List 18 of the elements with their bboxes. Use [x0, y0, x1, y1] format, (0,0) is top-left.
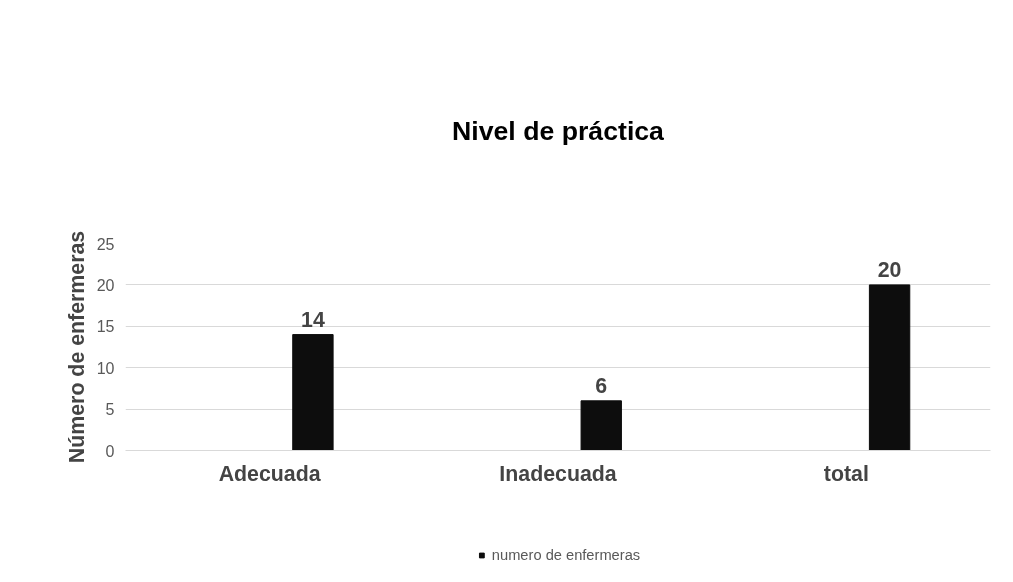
- y-tick-label: 0: [105, 442, 115, 460]
- y-tick-label: 25: [96, 235, 115, 253]
- data-label: 20: [877, 257, 902, 282]
- x-tick-label: total: [823, 461, 869, 486]
- legend-label: numero de enfermeras: [491, 547, 641, 563]
- y-tick-label: 15: [96, 318, 115, 336]
- bar: [580, 400, 622, 451]
- y-axis-title: Número de enfermeras: [64, 230, 89, 464]
- data-label: 14: [301, 307, 325, 332]
- bar: [868, 284, 911, 451]
- x-tick-label: Adecuada: [218, 461, 321, 486]
- bar: [292, 334, 334, 451]
- chart-title: Nivel de práctica: [452, 116, 665, 146]
- data-label: 6: [595, 373, 608, 398]
- y-tick-label: 5: [105, 401, 115, 419]
- x-tick-label: Inadecuada: [499, 461, 617, 486]
- y-tick-label: 10: [96, 359, 115, 377]
- y-tick-label: 20: [96, 276, 115, 294]
